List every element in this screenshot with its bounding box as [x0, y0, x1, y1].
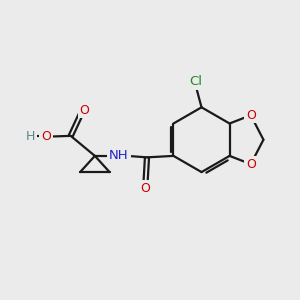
Text: Cl: Cl: [190, 75, 203, 88]
Text: O: O: [80, 104, 89, 117]
Text: O: O: [246, 109, 256, 122]
Text: O: O: [41, 130, 51, 143]
Text: O: O: [141, 182, 150, 195]
Text: O: O: [246, 158, 256, 171]
Text: NH: NH: [109, 149, 129, 162]
Text: H: H: [26, 130, 35, 143]
